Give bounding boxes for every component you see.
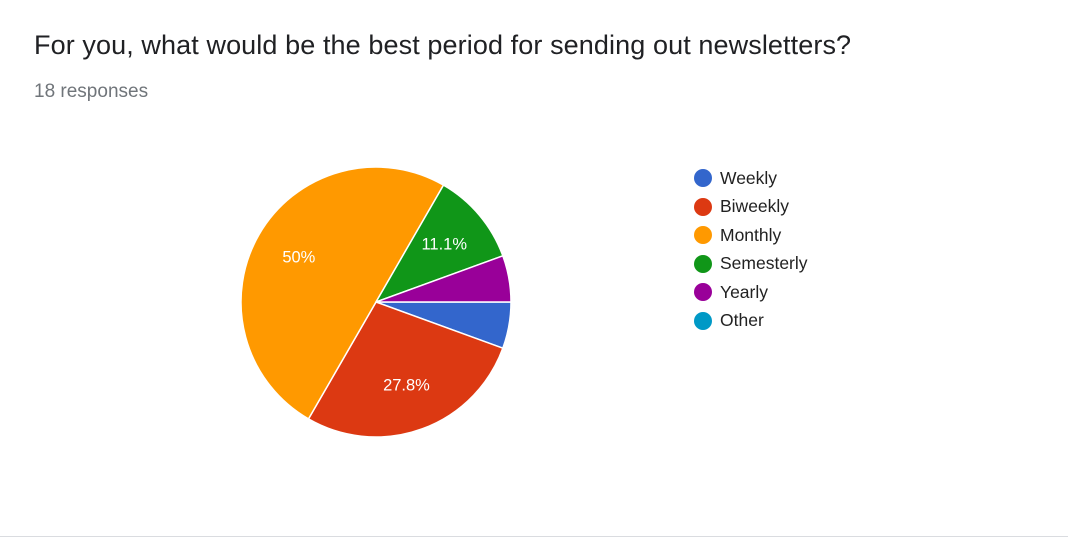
legend-item-yearly[interactable]: Yearly — [694, 278, 808, 307]
legend-label: Weekly — [720, 167, 778, 188]
pie-slice-labels: 27.8% 50% 11.1% — [282, 236, 467, 395]
response-count: 18 responses — [34, 81, 149, 102]
legend-item-monthly[interactable]: Monthly — [694, 221, 808, 250]
legend-item-biweekly[interactable]: Biweekly — [694, 193, 808, 222]
legend-swatch-icon — [694, 311, 712, 330]
legend-item-weekly[interactable]: Weekly — [694, 164, 808, 193]
legend-label: Biweekly — [720, 196, 790, 217]
legend-label: Other — [720, 310, 764, 331]
legend-swatch-icon — [694, 283, 712, 302]
legend-swatch-icon — [694, 226, 712, 245]
legend-label: Semesterly — [720, 253, 808, 274]
slice-label-biweekly: 27.8% — [383, 377, 430, 395]
pie-slices — [240, 166, 512, 438]
legend-item-semesterly[interactable]: Semesterly — [694, 250, 808, 279]
legend-swatch-icon — [694, 169, 712, 188]
legend-label: Monthly — [720, 224, 782, 245]
legend-swatch-icon — [694, 254, 712, 273]
pie-slice-yearly[interactable] — [375, 255, 512, 303]
pie-slice-semesterly[interactable] — [375, 184, 504, 303]
legend-label: Yearly — [720, 281, 768, 302]
chart-legend: Weekly Biweekly Monthly Semesterly Yearly Oth… — [694, 164, 808, 335]
slice-label-semesterly: 11.1% — [421, 236, 467, 254]
question-title: For you, what would be the best period f… — [34, 30, 852, 60]
legend-swatch-icon — [694, 197, 712, 216]
slice-label-monthly: 50% — [282, 248, 315, 266]
pie-slice-monthly[interactable] — [240, 166, 445, 420]
legend-item-other[interactable]: Other — [694, 307, 808, 336]
